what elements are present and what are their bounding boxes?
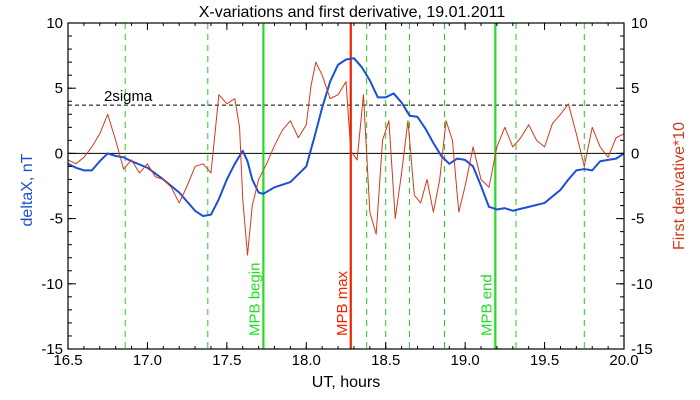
marker-layer: [262, 23, 497, 349]
y-tick-label-left: -5: [50, 211, 63, 228]
y-axis-title-left: deltaX, nT: [19, 153, 36, 226]
y-tick-label-left: -10: [41, 276, 63, 293]
marker-label-mpb-end: MPB end: [478, 274, 495, 336]
x-tick-label: 19.0: [451, 352, 480, 369]
grid-layer: [68, 23, 624, 349]
x-axis-title: UT, hours: [312, 374, 380, 391]
x-tick-label: 17.0: [133, 352, 162, 369]
y-tick-label-left: 0: [55, 145, 63, 162]
y-tick-label-right: 10: [631, 15, 648, 32]
label-layer: MPB begin MPB max MPB end 16.5 17.0 17.5 18.0 1…: [41, 15, 652, 369]
plot-frame: [67, 22, 625, 350]
y-tick-label-right: -5: [631, 211, 644, 228]
y-tick-label-right: 5: [631, 80, 639, 97]
marker-label-mpb-max: MPB max: [334, 270, 351, 336]
series-layer: [67, 57, 625, 256]
y-tick-label-right: -15: [631, 341, 653, 358]
x-tick-label: 18.0: [292, 352, 321, 369]
x-tick-label: 19.5: [530, 352, 559, 369]
x-tick-label: 20.0: [609, 352, 638, 369]
y-tick-label-left: -15: [41, 341, 63, 358]
tick-layer: [67, 22, 625, 350]
chart-title: X-variations and first derivative, 19.01…: [199, 4, 506, 21]
series-line-deltax: [67, 57, 625, 217]
series-line-derivative: [67, 61, 625, 256]
y-tick-label-left: 5: [55, 80, 63, 97]
x-tick-label: 17.5: [212, 352, 241, 369]
y-axis-title-right: First derivative*10: [671, 122, 688, 250]
y-tick-label-right: 0: [631, 145, 639, 162]
y-tick-label-left: 10: [46, 15, 63, 32]
sigma-label: 2sigma: [104, 88, 153, 105]
x-tick-label: 16.5: [53, 352, 82, 369]
x-tick-label: 18.5: [371, 352, 400, 369]
y-tick-label-right: -10: [631, 276, 653, 293]
marker-label-mpb-begin: MPB begin: [246, 263, 263, 336]
